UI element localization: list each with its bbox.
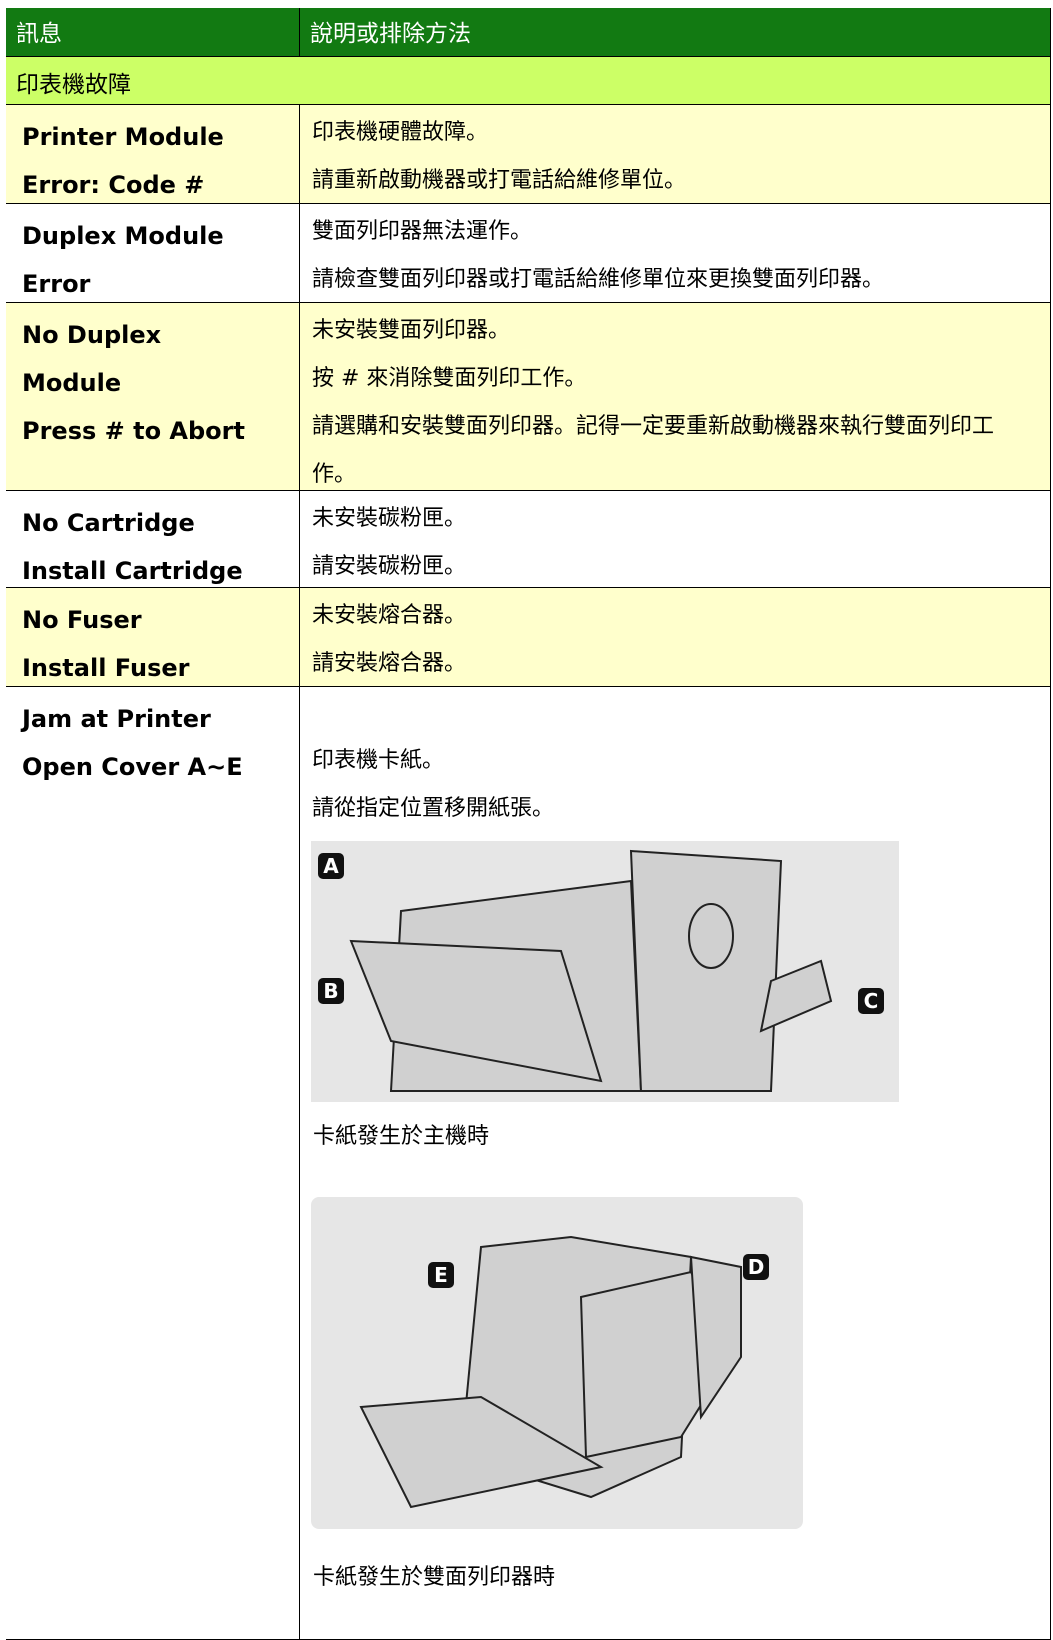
message-line: Open Cover A~E xyxy=(22,753,243,781)
header-cell: 說明或排除方法 xyxy=(300,8,1051,57)
message-line: No Cartridge xyxy=(22,509,195,537)
part-label: D xyxy=(748,1255,765,1279)
message-line: Install Fuser xyxy=(22,654,190,682)
machine-part xyxy=(629,849,783,1092)
message-cell: Printer Module Error: Code # xyxy=(6,105,300,204)
machine-part xyxy=(689,1255,742,1421)
description-line: 雙面列印器無法運作。 xyxy=(312,219,533,244)
message-line: Press # to Abort xyxy=(22,417,245,445)
header-cell: 訊息 xyxy=(6,8,300,57)
description-cell: 未安裝熔合器。 請安裝熔合器。 xyxy=(300,588,1051,687)
machine-part xyxy=(759,959,833,1033)
description-line: 按 # 來消除雙面列印工作。 xyxy=(312,366,587,391)
label-badge xyxy=(318,978,344,1004)
description-cell: 印表機硬體故障。請重新啟動機器或打電話給維修單位。 xyxy=(300,105,1051,204)
message-line: Error xyxy=(22,270,91,298)
figure-caption: 卡紙發生於主機時 xyxy=(313,1124,490,1149)
part-label: E xyxy=(434,1263,448,1287)
description-line: 未安裝雙面列印器。 xyxy=(312,318,511,343)
message-line: Install Cartridge xyxy=(22,557,243,585)
header-text: 訊息 xyxy=(16,21,62,47)
label-badge xyxy=(318,853,344,879)
message-line: No Duplex xyxy=(22,321,162,349)
message-line: Duplex Module xyxy=(22,222,224,250)
description-line: 未安裝熔合器。 xyxy=(312,603,467,628)
description-line: 未安裝碳粉匣。 xyxy=(312,506,467,531)
message-line: Printer Module xyxy=(22,123,224,151)
label-badge xyxy=(743,1254,769,1280)
message-cell: No Cartridge Install Cartridge xyxy=(6,491,300,588)
description-cell: 未安裝碳粉匣。 請安裝碳粉匣。 xyxy=(300,491,1051,588)
machine-part xyxy=(349,939,603,1083)
message-line: Error: Code # xyxy=(22,171,205,199)
description-line: 請安裝碳粉匣。 xyxy=(312,554,467,579)
part-label: C xyxy=(864,989,879,1013)
description-line: 印表機硬體故障。 xyxy=(312,120,489,145)
message-cell: Jam at Printer Open Cover A~E xyxy=(6,687,300,1640)
description-line: 請安裝熔合器。 xyxy=(312,651,467,676)
description-line: 印表機卡紙。 xyxy=(312,748,445,773)
machine-part xyxy=(359,1395,604,1509)
description-cell: 雙面列印器無法運作。請檢查雙面列印器或打電話給維修單位來更換雙面列印器。 xyxy=(300,204,1051,303)
description-line: 請重新啟動機器或打電話給維修單位。 xyxy=(312,168,687,193)
message-line: Module xyxy=(22,369,122,397)
figure-caption: 卡紙發生於雙面列印器時 xyxy=(313,1565,556,1590)
header-text: 說明或排除方法 xyxy=(310,21,471,47)
label-badge xyxy=(858,988,884,1014)
illustration: A B C xyxy=(311,841,899,1102)
section-row: 印表機故障 xyxy=(6,57,1051,105)
description-line: 請從指定位置移開紙張。 xyxy=(312,796,555,821)
label-badge xyxy=(428,1262,454,1288)
description-line: 請選購和安裝雙面列印器。記得一定要重新啟動機器來執行雙面列印工作。 xyxy=(312,414,995,487)
message-cell: Duplex Module Error xyxy=(6,204,300,303)
machine-part xyxy=(688,903,734,969)
description-cell: 未安裝雙面列印器。按 # 來消除雙面列印工作。請選購和安裝雙面列印器。記得一定要… xyxy=(300,303,1051,491)
part-label: B xyxy=(323,979,338,1003)
message-cell: No Duplex Module Press # to Abort xyxy=(6,303,300,491)
message-cell: No Fuser Install Fuser xyxy=(6,588,300,687)
description-line: 請檢查雙面列印器或打電話給維修單位來更換雙面列印器。 xyxy=(312,267,885,292)
message-line: No Fuser xyxy=(22,606,142,634)
message-line: Jam at Printer xyxy=(22,705,211,733)
section-text: 印表機故障 xyxy=(16,72,131,98)
part-label: A xyxy=(323,854,339,878)
